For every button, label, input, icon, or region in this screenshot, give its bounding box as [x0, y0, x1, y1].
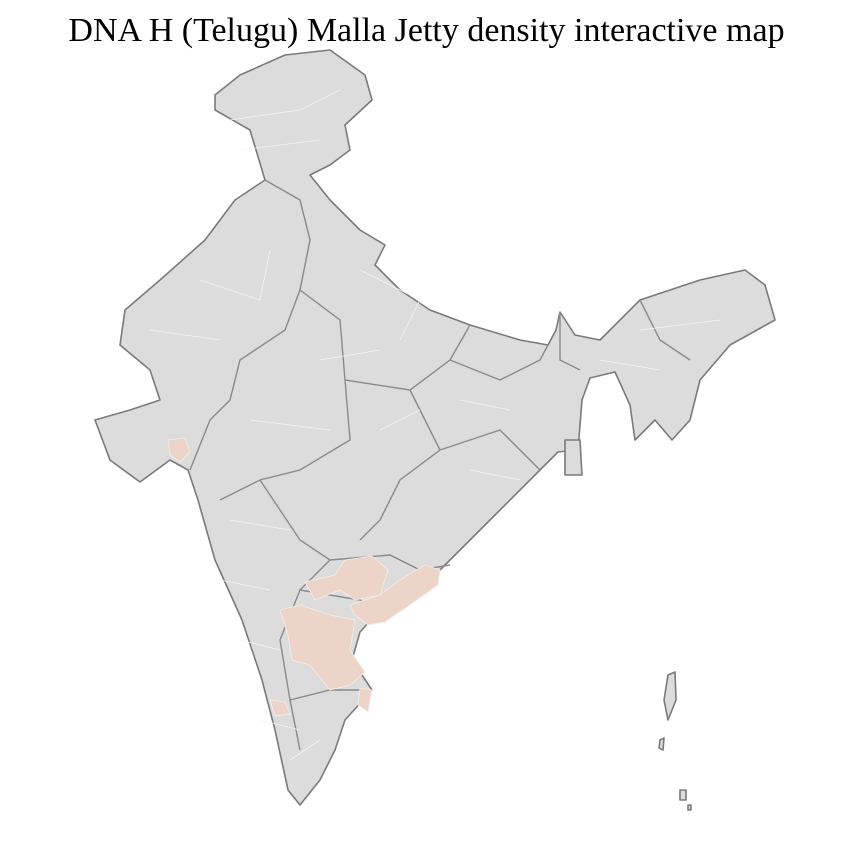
west-bengal-delta[interactable] — [564, 439, 583, 476]
district-coastal-andhra-highlight[interactable] — [349, 564, 441, 626]
india-mainland[interactable] — [94, 49, 776, 806]
district-karnataka-highlight[interactable] — [269, 699, 291, 717]
district-borders — [149, 89, 721, 761]
district-gujarat-highlight[interactable] — [167, 437, 191, 463]
map-title: DNA H (Telugu) Malla Jetty density inter… — [68, 12, 785, 49]
andaman-islands[interactable] — [658, 671, 677, 751]
nicobar-islands[interactable] — [679, 789, 692, 811]
district-rayalaseema-highlight[interactable] — [279, 604, 366, 691]
district-tamilnadu-highlight[interactable] — [357, 687, 373, 713]
district-telangana-highlight[interactable] — [304, 555, 389, 601]
